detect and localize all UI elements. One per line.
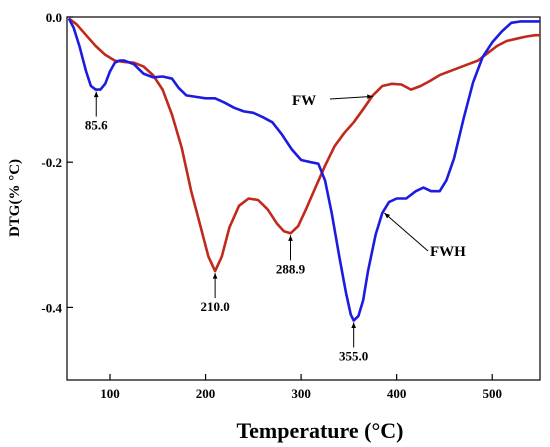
series-label-fwh: FWH bbox=[430, 244, 466, 260]
series-line-fwh bbox=[67, 17, 540, 322]
x-tick-label: 500 bbox=[482, 386, 502, 401]
y-tick-label: -0.2 bbox=[41, 155, 62, 170]
y-tick-label: -0.4 bbox=[41, 300, 62, 315]
series-label-fw: FW bbox=[292, 93, 316, 109]
series-label-arrow-head bbox=[384, 213, 391, 219]
x-tick-label: 400 bbox=[387, 386, 407, 401]
annotation-arrow-head bbox=[212, 273, 218, 279]
x-tick-label: 100 bbox=[100, 386, 120, 401]
annotation-label: 85.6 bbox=[85, 118, 108, 133]
axis-ticks: 100 200 300 400 500 0.0 -0.2 -0.4 bbox=[41, 10, 502, 401]
series-label-arrow bbox=[329, 95, 373, 100]
series-label-arrow-head bbox=[367, 94, 373, 100]
x-tick-label: 300 bbox=[291, 386, 311, 401]
series-group bbox=[67, 17, 540, 322]
annotation-label: 288.9 bbox=[276, 261, 306, 276]
annotation-label: 210.0 bbox=[200, 299, 229, 314]
peak-annotations: 85.6 210.0 288.9 355.0 bbox=[85, 91, 368, 363]
series-label-arrow bbox=[384, 212, 429, 252]
annotation-arrow-head bbox=[93, 91, 99, 98]
y-axis-title: DTG(% °C) bbox=[7, 159, 23, 237]
x-axis-title: Temperature (°C) bbox=[236, 418, 403, 443]
annotation-arrow-head bbox=[288, 235, 293, 241]
annotation-arrow-head bbox=[351, 322, 357, 328]
x-tick-label: 200 bbox=[196, 386, 216, 401]
series-line-fw bbox=[68, 17, 540, 273]
plot-frame bbox=[66, 16, 541, 381]
y-tick-label: 0.0 bbox=[46, 10, 62, 25]
annotation-label: 355.0 bbox=[339, 348, 368, 363]
series-labels: FW FWH bbox=[292, 93, 466, 260]
